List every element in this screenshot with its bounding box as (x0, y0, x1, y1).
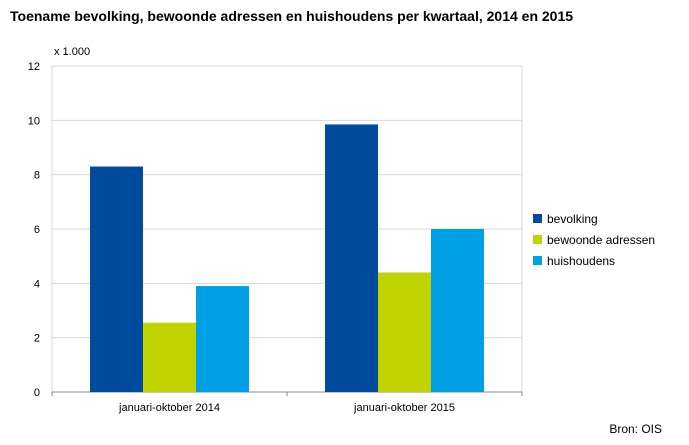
x-tick-label: januari-oktober 2014 (118, 402, 220, 414)
legend-label-huishoudens: huishoudens (547, 254, 615, 268)
y-tick-label: 12 (28, 61, 40, 73)
bar-huishoudens-1 (196, 286, 249, 392)
chart-title: Toename bevolking, bewoonde adressen en … (10, 8, 574, 24)
source-note: Bron: OIS (609, 422, 662, 436)
y-tick-label: 0 (34, 387, 40, 399)
y-tick-label: 6 (34, 224, 40, 236)
y-axis-ticks: 0 2 4 6 8 10 12 (28, 61, 40, 399)
y-axis-unit-label: x 1.000 (54, 46, 90, 58)
y-tick-label: 10 (28, 115, 40, 127)
bar-bevolking-2 (325, 124, 378, 393)
legend-swatch-bewoonde-adressen (533, 235, 542, 244)
y-tick-label: 8 (34, 170, 40, 182)
bar-huishoudens-2 (431, 229, 484, 392)
legend: bevolking bewoonde adressen huishoudens (533, 212, 655, 268)
y-tick-label: 4 (34, 278, 40, 290)
bar-bevolking-1 (90, 166, 143, 392)
x-axis-ticks: januari-oktober 2014 januari-oktober 2015 (51, 392, 523, 414)
legend-swatch-huishoudens (533, 256, 542, 265)
legend-swatch-bevolking (533, 214, 542, 223)
y-tick-label: 2 (34, 333, 40, 345)
legend-label-bewoonde-adressen: bewoonde adressen (547, 233, 655, 247)
legend-label-bevolking: bevolking (547, 212, 598, 226)
bars (90, 124, 484, 393)
bar-bewoonde-adressen-1 (143, 322, 196, 392)
x-tick-label: januari-oktober 2015 (353, 402, 455, 414)
bar-bewoonde-adressen-2 (378, 272, 431, 392)
